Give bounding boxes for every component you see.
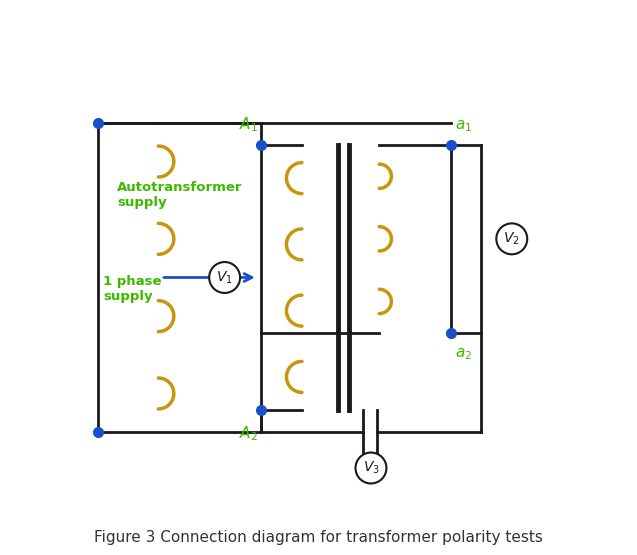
Circle shape (496, 223, 527, 254)
Text: Figure 3 Connection diagram for transformer polarity tests: Figure 3 Connection diagram for transfor… (94, 529, 543, 544)
Text: $a_2$: $a_2$ (455, 346, 473, 362)
Circle shape (209, 262, 240, 293)
Text: $a_1$: $a_1$ (455, 118, 473, 134)
Text: $A_2$: $A_2$ (239, 424, 258, 442)
Text: Autotransformer
supply: Autotransformer supply (117, 181, 243, 209)
Text: $A_1$: $A_1$ (239, 115, 258, 134)
Text: 1 phase
supply: 1 phase supply (103, 275, 162, 302)
Text: $V_{3}$: $V_{3}$ (362, 460, 380, 476)
Circle shape (355, 452, 387, 483)
Text: $V_{1}$: $V_{1}$ (216, 269, 233, 286)
Text: $V_{2}$: $V_{2}$ (503, 231, 520, 247)
